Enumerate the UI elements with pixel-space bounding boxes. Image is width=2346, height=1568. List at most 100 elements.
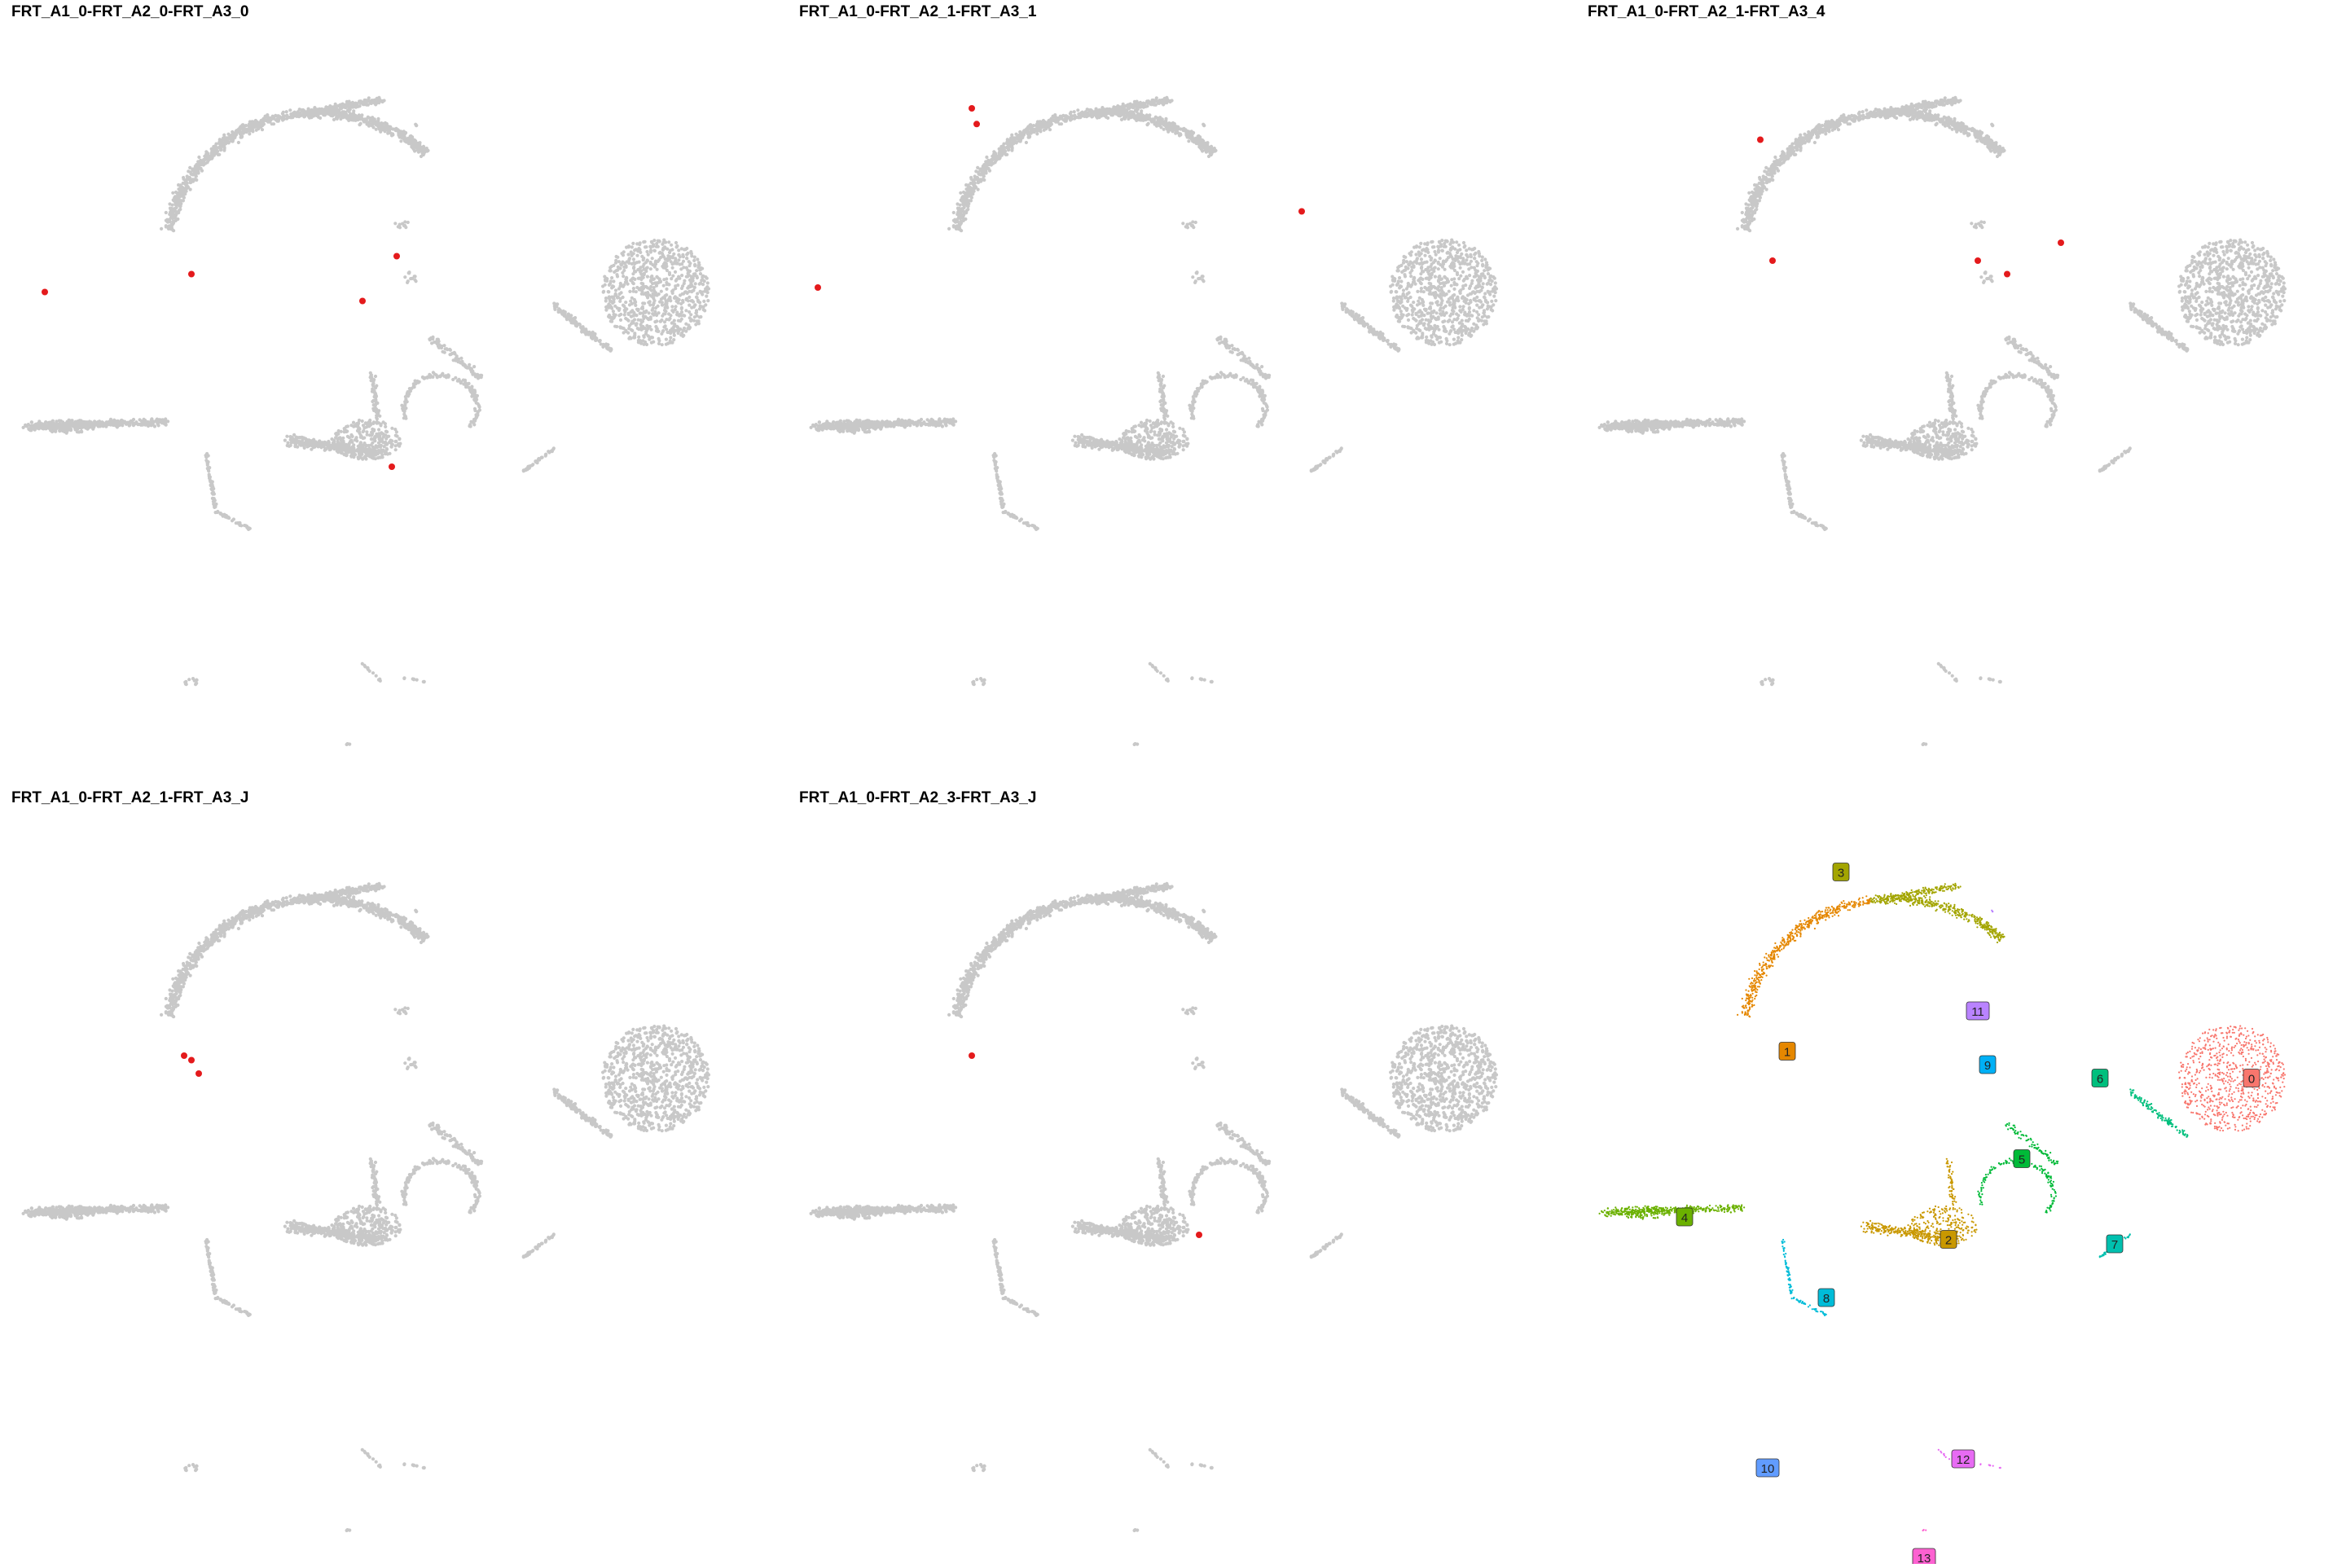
cell-point — [358, 123, 361, 126]
cell-point — [644, 270, 648, 273]
cell-point — [962, 191, 965, 194]
cell-point — [1028, 124, 1031, 127]
cell-point — [666, 254, 670, 257]
cell-point — [186, 185, 189, 188]
cell-point — [644, 245, 648, 248]
cell-point — [1096, 112, 1100, 115]
cell-point — [431, 376, 434, 379]
cell-point — [472, 365, 476, 368]
cell-point — [657, 311, 661, 314]
cell-point — [639, 328, 643, 332]
cell-point — [373, 409, 376, 412]
cell-point — [969, 176, 973, 179]
cell-point — [171, 191, 174, 195]
cell-point — [1035, 132, 1039, 135]
cell-point — [952, 211, 956, 214]
cell-point — [652, 303, 655, 306]
cell-point — [665, 265, 668, 268]
cell-point — [403, 139, 406, 143]
cell-point — [272, 122, 275, 125]
cell-point — [622, 296, 625, 299]
cell-point — [566, 314, 569, 318]
cell-point — [352, 443, 355, 446]
cell-point — [191, 180, 195, 183]
cell-point — [639, 278, 643, 281]
cell-point — [118, 421, 121, 424]
cell-point — [362, 437, 365, 440]
cell-point — [635, 254, 639, 257]
cell-point — [195, 682, 198, 685]
cell-point — [669, 341, 672, 345]
cell-point — [211, 485, 214, 489]
cell-point — [686, 327, 689, 330]
cell-point — [689, 313, 692, 316]
cell-point — [378, 415, 381, 418]
cell-point — [632, 252, 635, 255]
cell-point — [390, 446, 393, 449]
cell-point — [1050, 122, 1053, 125]
cell-point — [390, 134, 393, 137]
cell-point — [700, 279, 703, 282]
cell-point — [213, 151, 216, 154]
cell-point — [72, 421, 75, 424]
cell-point — [952, 224, 956, 227]
cell-point — [685, 253, 688, 256]
cell-point — [370, 379, 373, 382]
cell-point — [686, 269, 689, 272]
cell-point — [157, 424, 160, 427]
cell-point — [985, 156, 988, 159]
cell-point — [692, 259, 696, 262]
cell-point — [468, 382, 471, 385]
cell-point — [618, 300, 622, 303]
cell-point — [440, 346, 443, 349]
cell-point — [199, 159, 202, 162]
cell-point — [1153, 99, 1157, 103]
cell-point — [612, 313, 615, 316]
cell-point — [1159, 125, 1162, 129]
cell-point — [207, 454, 210, 457]
cell-point — [398, 445, 401, 448]
cell-point — [480, 376, 483, 379]
cell-point — [678, 314, 681, 318]
cell-point — [682, 292, 685, 296]
cell-point — [146, 420, 149, 424]
cell-point — [1136, 115, 1139, 118]
cell-point — [451, 378, 455, 381]
cell-point — [336, 441, 340, 445]
cell-point — [1181, 128, 1184, 131]
cell-point — [598, 339, 601, 342]
cell-point — [579, 326, 582, 329]
cell-point — [348, 115, 351, 118]
cell-point — [374, 435, 377, 438]
cell-point — [37, 427, 41, 430]
cell-point — [378, 445, 381, 448]
cell-point — [342, 440, 345, 443]
cell-point — [1122, 103, 1125, 106]
cell-point — [1169, 128, 1172, 131]
cell-point — [637, 336, 640, 339]
cell-point — [397, 225, 400, 228]
cell-point — [1103, 114, 1106, 117]
cell-point — [672, 331, 675, 334]
cell-point — [168, 217, 171, 221]
cell-point — [428, 375, 431, 378]
cell-point — [622, 304, 625, 307]
cell-point — [640, 340, 644, 343]
cell-point — [354, 424, 357, 428]
cell-point — [295, 441, 298, 445]
cell-point — [570, 319, 573, 323]
cell-point — [645, 250, 648, 253]
cell-point — [379, 679, 382, 683]
cell-point — [377, 441, 380, 445]
cell-point — [430, 341, 433, 345]
cell-point — [665, 281, 668, 284]
cell-point — [1077, 112, 1080, 116]
cell-point — [666, 258, 670, 261]
cell-point — [528, 467, 531, 470]
cell-point — [112, 419, 115, 423]
umap-plot — [0, 0, 782, 782]
highlight-point — [359, 298, 366, 305]
cell-point — [1028, 135, 1031, 138]
cell-point — [644, 330, 648, 333]
cell-point — [298, 436, 301, 439]
